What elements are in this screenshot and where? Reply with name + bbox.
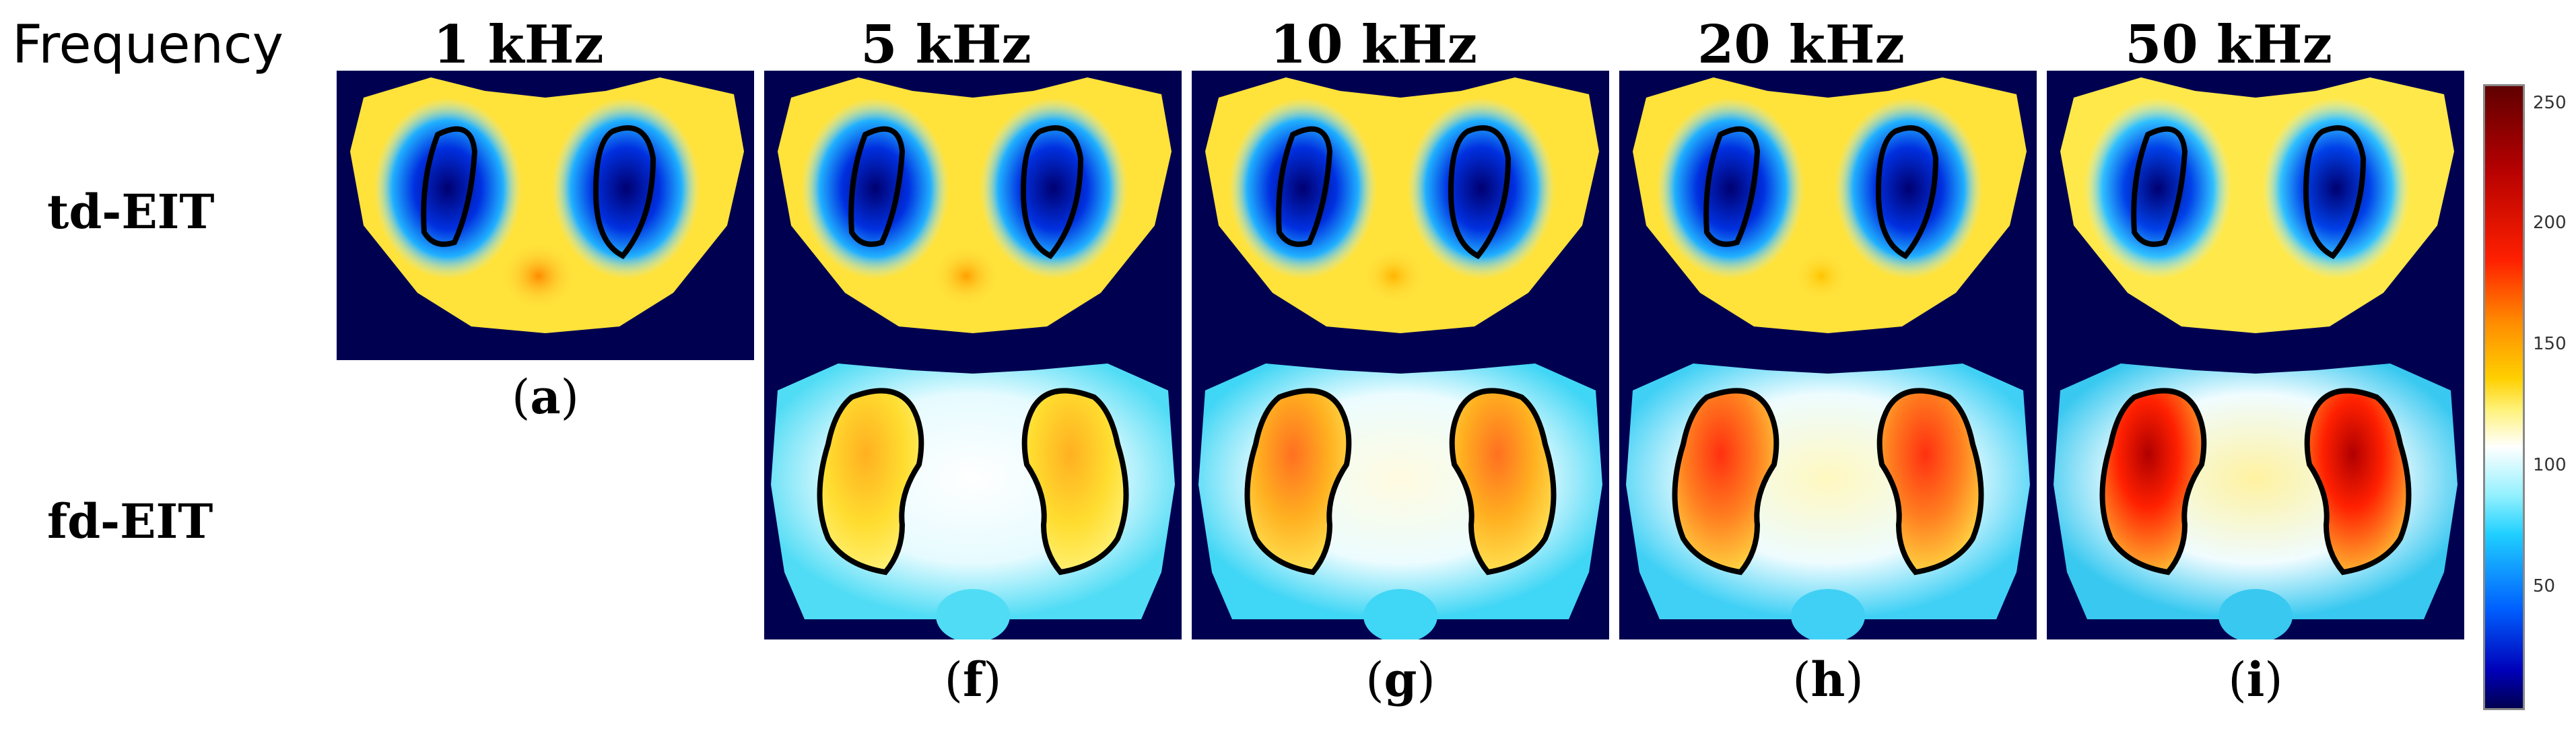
fd-eit-image-f	[764, 350, 1182, 639]
colorbar-tick-150: 150	[2533, 334, 2567, 354]
td-eit-image-e	[2047, 71, 2464, 360]
td-eit-image-c	[1192, 71, 1609, 360]
td-eit-image-b	[764, 71, 1182, 360]
fd-eit-image-h	[1619, 350, 2037, 639]
column-header-1khz: 1 kHz	[433, 14, 604, 75]
row-label-td-eit: td-EIT	[47, 184, 215, 240]
column-header-50khz: 50 kHz	[2125, 14, 2332, 75]
caption-i: (i)	[2228, 652, 2283, 707]
caption-f: (f)	[944, 652, 1002, 707]
fd-eit-image-i	[2047, 350, 2464, 639]
caption-g: (g)	[1365, 652, 1435, 707]
caption-h: (h)	[1792, 652, 1864, 707]
colorbar	[2483, 84, 2525, 710]
caption-a: (a)	[512, 369, 579, 425]
td-eit-image-a	[337, 71, 754, 360]
frequency-label: Frequency	[12, 15, 283, 75]
column-header-10khz: 10 kHz	[1270, 14, 1477, 75]
colorbar-tick-200: 200	[2533, 213, 2567, 233]
row-label-fd-eit: fd-EIT	[47, 493, 213, 549]
column-header-5khz: 5 kHz	[860, 14, 1031, 75]
colorbar-tick-50: 50	[2533, 576, 2556, 596]
column-header-20khz: 20 kHz	[1697, 14, 1905, 75]
colorbar-tick-250: 250	[2533, 93, 2567, 113]
td-eit-image-d	[1619, 71, 2037, 360]
fd-eit-image-g	[1192, 350, 1609, 639]
colorbar-tick-100: 100	[2533, 455, 2567, 475]
